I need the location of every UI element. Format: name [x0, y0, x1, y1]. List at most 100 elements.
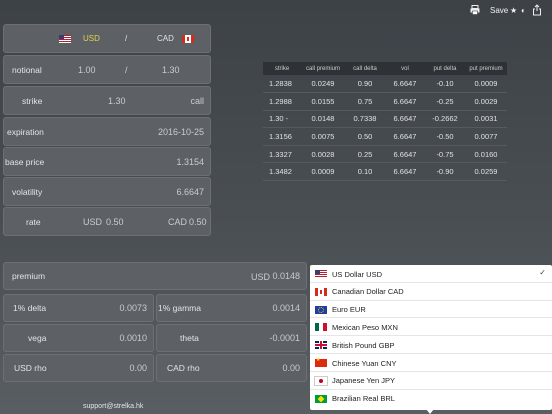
option-type-toggle[interactable]: call	[190, 95, 204, 106]
table-cell: 0.0031	[465, 110, 507, 129]
table-cell: 1.3327	[263, 145, 301, 164]
table-cell: 6.6647	[385, 162, 425, 182]
currency-option-label: British Pound GBP	[332, 340, 395, 350]
usd-rho-row: USD rho 0.00	[3, 354, 154, 382]
contrast-icon[interactable]: ◐	[521, 6, 526, 15]
table-cell: 0.0009	[301, 162, 345, 182]
currency-option-label: US Dollar USD	[332, 269, 383, 279]
table-cell: 0.90	[345, 75, 385, 94]
table-row[interactable]: 1.3482 0.0009 0.10 6.6647 -0.90 0.0259	[263, 162, 507, 182]
currency-separator: /	[125, 34, 128, 43]
rate-row[interactable]: rate USD 0.50 CAD 0.50	[3, 207, 211, 236]
delta-label: 1% delta	[13, 303, 47, 313]
table-cell: 1.2988	[263, 92, 301, 111]
br-flag-icon	[315, 394, 327, 403]
top-toolbar: Save ★ ◐	[0, 0, 552, 24]
quote-currency-label[interactable]: CAD	[157, 34, 174, 43]
volatility-row[interactable]: volatility 6.6647	[3, 177, 211, 206]
delta-row: 1% delta 0.0073	[3, 294, 154, 322]
theta-value: -0.0001	[269, 333, 300, 343]
jp-flag-icon	[314, 375, 328, 386]
base-price-row[interactable]: base price 1.3154	[3, 147, 211, 176]
table-row[interactable]: 1.30 - 0.0148 0.7338 6.6647 -0.2662 0.00…	[263, 110, 507, 129]
header-put-premium: put premium	[465, 62, 507, 75]
table-cell: 0.0155	[301, 92, 345, 111]
currency-option-gbp[interactable]: British Pound GBP	[310, 336, 552, 354]
table-cell: 0.75	[345, 92, 385, 111]
currency-option-eur[interactable]: Euro EUR	[310, 301, 552, 319]
table-row[interactable]: 1.3156 0.0075 0.50 6.6647 -0.50 0.0077	[263, 127, 507, 146]
table-cell: -0.90	[425, 162, 465, 182]
currency-option-mxn[interactable]: Mexican Peso MXN	[310, 318, 552, 337]
currency-option-cny[interactable]: Chinese Yuan CNY	[310, 354, 552, 372]
table-cell: 6.6647	[385, 75, 425, 94]
vega-value: 0.0010	[119, 333, 147, 343]
strike-label: strike	[22, 95, 43, 106]
expiration-row[interactable]: expiration 2016-10-25	[3, 117, 211, 146]
premium-row[interactable]: premium USD 0.0148	[3, 262, 307, 290]
cad-rho-value: 0.00	[282, 363, 300, 373]
theta-row: theta -0.0001	[156, 324, 307, 352]
ca-flag-icon	[182, 35, 194, 43]
header-call-delta: call delta	[345, 62, 385, 75]
notional-base-input[interactable]: 1.00	[78, 65, 96, 75]
gamma-value: 0.0014	[272, 303, 300, 313]
usd-rho-label: USD rho	[14, 363, 47, 373]
share-icon[interactable]	[532, 4, 542, 18]
usd-rho-value: 0.00	[129, 363, 147, 373]
table-row[interactable]: 1.2988 0.0155 0.75 6.6647 -0.25 0.0029	[263, 92, 507, 111]
expiration-label: expiration	[7, 126, 44, 137]
notional-label: notional	[12, 64, 42, 75]
currency-option-cad[interactable]: Canadian Dollar CAD	[310, 283, 552, 301]
notional-quote-input[interactable]: 1.30	[162, 65, 180, 75]
table-cell: 0.0075	[301, 127, 345, 146]
currency-option-label: Mexican Peso MXN	[332, 322, 398, 332]
delta-value: 0.0073	[119, 303, 147, 313]
expiration-input[interactable]: 2016-10-25	[157, 126, 204, 137]
premium-value: 0.0148	[272, 271, 300, 281]
theta-label: theta	[180, 333, 199, 343]
currency-pair-selector[interactable]: USD / CAD	[3, 24, 211, 53]
volatility-label: volatility	[12, 186, 43, 197]
volatility-input[interactable]: 6.6647	[176, 186, 204, 197]
table-cell: 0.50	[345, 127, 385, 146]
table-cell: -0.10	[425, 75, 465, 94]
checkmark-icon: ✓	[539, 268, 546, 277]
table-row[interactable]: 1.3327 0.0028 0.25 6.6647 -0.75 0.0160	[263, 145, 507, 164]
gamma-row: 1% gamma 0.0014	[156, 294, 307, 322]
table-cell: 0.0160	[465, 145, 507, 164]
vega-row: vega 0.0010	[3, 324, 154, 352]
currency-option-usd[interactable]: US Dollar USD ✓	[310, 265, 552, 283]
header-strike: strike	[263, 62, 301, 75]
base-price-input[interactable]: 1.3154	[176, 156, 204, 167]
rate-label: rate	[26, 216, 41, 227]
premium-currency: USD	[251, 272, 271, 282]
printer-icon[interactable]	[470, 5, 480, 17]
table-row[interactable]: 1.2838 0.0249 0.90 6.6647 -0.10 0.0009	[263, 75, 507, 94]
currency-option-label: Japanese Yen JPY	[332, 376, 395, 386]
cad-rho-label: CAD rho	[167, 363, 200, 373]
table-cell: 6.6647	[385, 92, 425, 111]
currency-option-label: Canadian Dollar CAD	[332, 287, 404, 297]
strike-row[interactable]: strike 1.30 call	[3, 86, 211, 115]
currency-option-jpy[interactable]: Japanese Yen JPY	[310, 372, 552, 390]
table-cell: -0.50	[425, 127, 465, 146]
cad-rate-input[interactable]: 0.50	[189, 217, 207, 227]
notional-separator: /	[125, 65, 128, 75]
usd-rate-input[interactable]: 0.50	[106, 217, 124, 227]
us-flag-icon	[315, 270, 327, 278]
strike-input[interactable]: 1.30	[108, 96, 126, 106]
base-currency-label[interactable]: USD	[83, 34, 100, 43]
support-email-link[interactable]: support@strelka.hk	[83, 403, 144, 410]
currency-option-brl[interactable]: Brazilian Real BRL	[310, 390, 552, 408]
save-button[interactable]: Save	[490, 6, 509, 15]
table-cell: 1.30 -	[263, 110, 301, 129]
ca-flag-icon	[315, 287, 327, 296]
us-flag-icon	[59, 35, 71, 43]
notional-row[interactable]: notional 1.00 / 1.30	[3, 55, 211, 84]
table-cell: 0.0028	[301, 145, 345, 164]
mx-flag-icon	[315, 323, 327, 332]
table-cell: 0.0077	[465, 127, 507, 146]
table-cell: 0.0148	[301, 110, 345, 129]
star-icon[interactable]: ★	[510, 6, 518, 15]
